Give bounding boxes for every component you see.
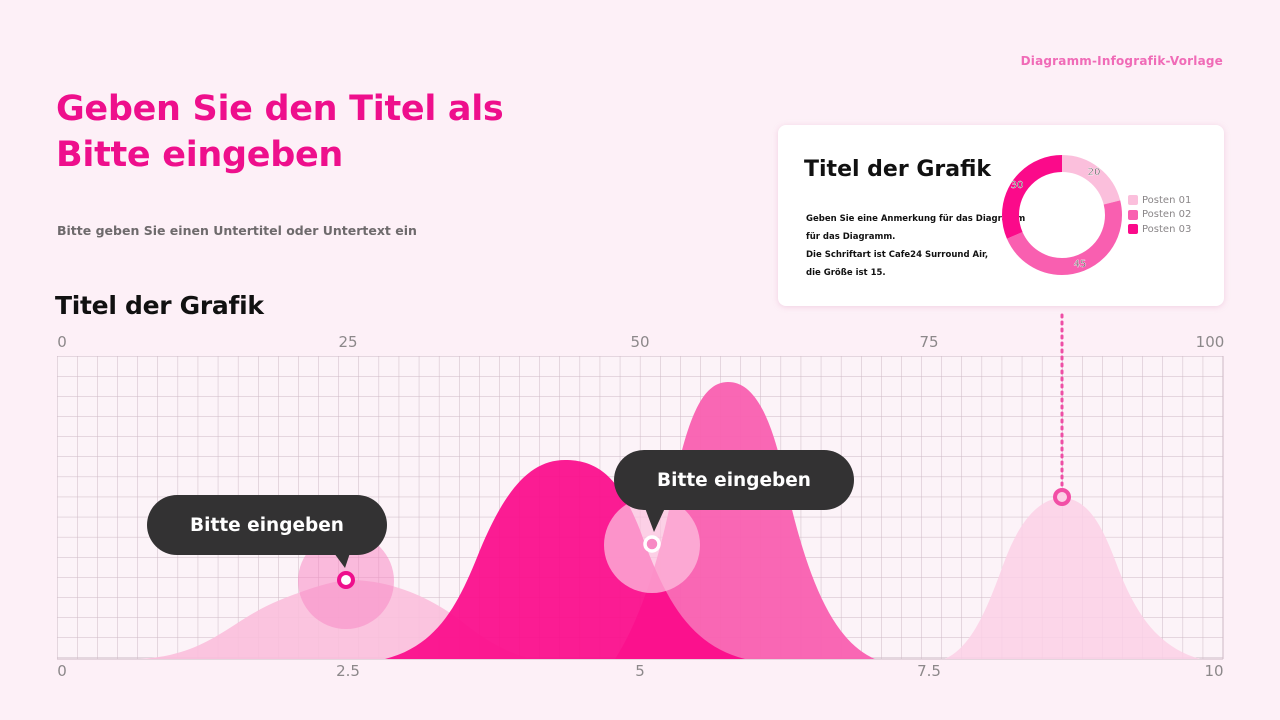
card-note-line: für das Diagramm. (806, 232, 896, 242)
top-axis-tick: 75 (919, 333, 939, 351)
bottom-axis-tick: 7.5 (917, 662, 941, 680)
donut-value-label: 20 (1088, 167, 1101, 178)
marker-point-3[interactable] (1053, 488, 1071, 506)
area-series-3[interactable] (615, 382, 875, 659)
card-note-line: Die Schriftart ist Cafe24 Surround Air, (806, 250, 989, 260)
legend-item-posten01[interactable]: Posten 01 (1128, 193, 1191, 208)
card-title: Titel der Grafik (804, 157, 992, 182)
marker-point-1[interactable] (337, 571, 355, 589)
bottom-axis-tick: 10 (1204, 662, 1224, 680)
marker-point-2[interactable] (643, 535, 661, 553)
donut-value-label: 45 (1074, 259, 1087, 270)
legend-label: Posten 02 (1142, 209, 1192, 221)
top-axis-tick: 100 (1195, 333, 1225, 351)
legend-swatch (1128, 195, 1138, 206)
bottom-axis-tick: 5 (635, 662, 645, 680)
callout-bubble-2[interactable]: Bitte eingeben (614, 450, 854, 510)
bottom-axis-tick: 0 (57, 662, 67, 680)
card-note-line: die Größe ist 15. (806, 268, 886, 278)
top-axis-tick: 0 (57, 333, 67, 351)
donut-legend: Posten 01 Posten 02 Posten 03 (1128, 193, 1191, 237)
page-title-line-2: Bitte eingeben (56, 135, 344, 175)
page-subtitle: Bitte geben Sie einen Untertitel oder Un… (57, 223, 417, 238)
callout-pointer-1 (334, 553, 350, 568)
legend-label: Posten 03 (1142, 223, 1192, 235)
card-note-line: Geben Sie eine Anmerkung für das Diagram… (806, 214, 1026, 224)
chart-title: Titel der Grafik (55, 291, 264, 320)
legend-item-posten02[interactable]: Posten 02 (1128, 208, 1191, 223)
legend-label: Posten 01 (1142, 194, 1192, 206)
page-title-line-1: Geben Sie den Titel als (56, 89, 504, 129)
area-series-4[interactable] (945, 498, 1200, 659)
donut-segment-posten02[interactable] (1002, 155, 1122, 275)
template-label: Diagramm-Infografik-Vorlage (1020, 54, 1223, 68)
page-title: Geben Sie den Titel als Bitte eingeben (56, 86, 504, 178)
callout-text: Bitte eingeben (190, 514, 344, 536)
top-axis-tick: 25 (338, 333, 358, 351)
area-series-2[interactable] (385, 460, 745, 659)
card-note: Geben Sie eine Anmerkung für das Diagram… (806, 210, 1025, 282)
callout-bubble-1[interactable]: Bitte eingeben (147, 495, 387, 555)
callout-text: Bitte eingeben (657, 469, 811, 491)
donut-value-label: 30 (1011, 180, 1024, 191)
donut-segment-posten03[interactable] (1002, 155, 1122, 275)
top-axis-tick: 50 (630, 333, 650, 351)
bottom-axis-tick: 2.5 (336, 662, 360, 680)
legend-swatch (1128, 209, 1138, 220)
callout-pointer-2 (645, 508, 665, 532)
donut-chart-card: Titel der Grafik Geben Sie eine Anmerkun… (778, 125, 1224, 306)
legend-item-posten03[interactable]: Posten 03 (1128, 222, 1191, 237)
legend-swatch (1128, 224, 1138, 235)
donut-chart: 20 45 30 (1002, 155, 1122, 275)
